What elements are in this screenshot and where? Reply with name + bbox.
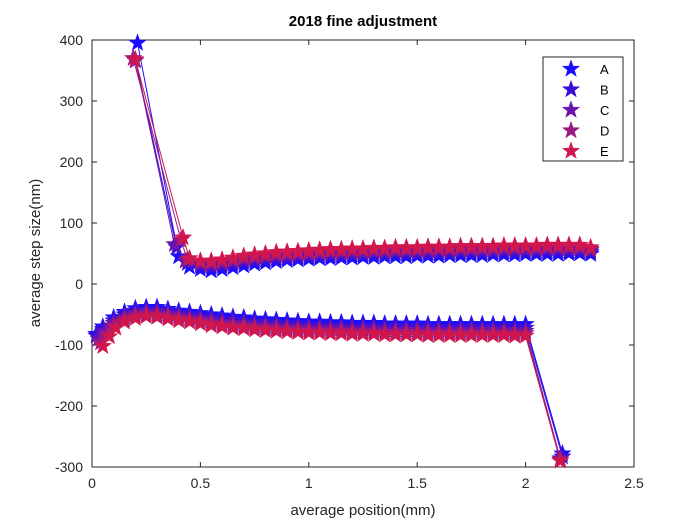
data-point xyxy=(169,310,189,329)
legend-marker xyxy=(561,100,581,118)
data-point xyxy=(126,49,145,68)
data-point xyxy=(100,326,119,345)
data-point xyxy=(180,312,199,330)
y-tick-label: -200 xyxy=(55,398,83,414)
data-point xyxy=(158,309,178,327)
data-point xyxy=(364,324,384,342)
legend-marker xyxy=(561,59,581,77)
data-point xyxy=(245,319,264,338)
data-point xyxy=(551,451,570,469)
data-point xyxy=(147,307,167,325)
data-point xyxy=(93,336,113,355)
series-layer xyxy=(87,33,600,469)
y-tick-label: 200 xyxy=(60,154,84,170)
data-point xyxy=(223,318,243,336)
y-tick-label: -300 xyxy=(55,459,83,475)
y-tick-label: 400 xyxy=(60,32,84,48)
data-point xyxy=(128,33,147,51)
data-point xyxy=(277,321,297,340)
y-tick-label: 100 xyxy=(60,215,84,231)
data-point xyxy=(180,248,199,267)
legend-label: C xyxy=(600,103,609,118)
x-tick-label: 0.5 xyxy=(191,475,211,491)
data-point xyxy=(581,237,600,256)
data-point xyxy=(310,323,329,341)
data-point xyxy=(191,313,210,332)
data-point xyxy=(570,235,590,253)
data-point xyxy=(212,316,232,335)
data-point xyxy=(256,320,275,339)
y-tick-label: 0 xyxy=(75,276,83,292)
data-point xyxy=(136,306,156,325)
x-tick-label: 2.5 xyxy=(624,475,644,491)
data-point xyxy=(407,324,427,343)
x-tick-label: 2 xyxy=(522,475,530,491)
data-point xyxy=(266,321,286,339)
y-tick-label: -100 xyxy=(55,337,83,353)
data-point xyxy=(332,323,351,342)
data-point xyxy=(288,322,308,341)
data-point xyxy=(201,315,221,334)
x-axis-label: average position(mm) xyxy=(290,502,435,519)
x-tick-label: 0 xyxy=(88,475,96,491)
data-point xyxy=(516,326,535,344)
axis-ticks: 0 0.5 1 1.5 2 2.5 400 300 200 100 0 -100 -200 -300 xyxy=(55,32,644,491)
chart-title: 2018 fine adjustment xyxy=(289,13,437,30)
legend-marker xyxy=(561,141,581,159)
x-tick-label: 1 xyxy=(305,475,313,491)
legend-marker xyxy=(561,79,581,98)
legend-box xyxy=(542,56,624,162)
y-axis-label: average step size(nm) xyxy=(27,179,44,327)
data-point xyxy=(494,325,514,344)
legend-label: D xyxy=(600,124,609,139)
data-point xyxy=(115,312,134,330)
y-tick-label: 300 xyxy=(60,93,84,109)
legend-label: E xyxy=(600,144,609,159)
legend-label: A xyxy=(600,62,609,77)
x-tick-label: 1.5 xyxy=(407,475,427,491)
data-point xyxy=(234,318,254,337)
legend-marker xyxy=(561,120,581,139)
data-point xyxy=(173,227,193,246)
legend-label: B xyxy=(600,83,609,98)
series-e xyxy=(93,49,600,469)
